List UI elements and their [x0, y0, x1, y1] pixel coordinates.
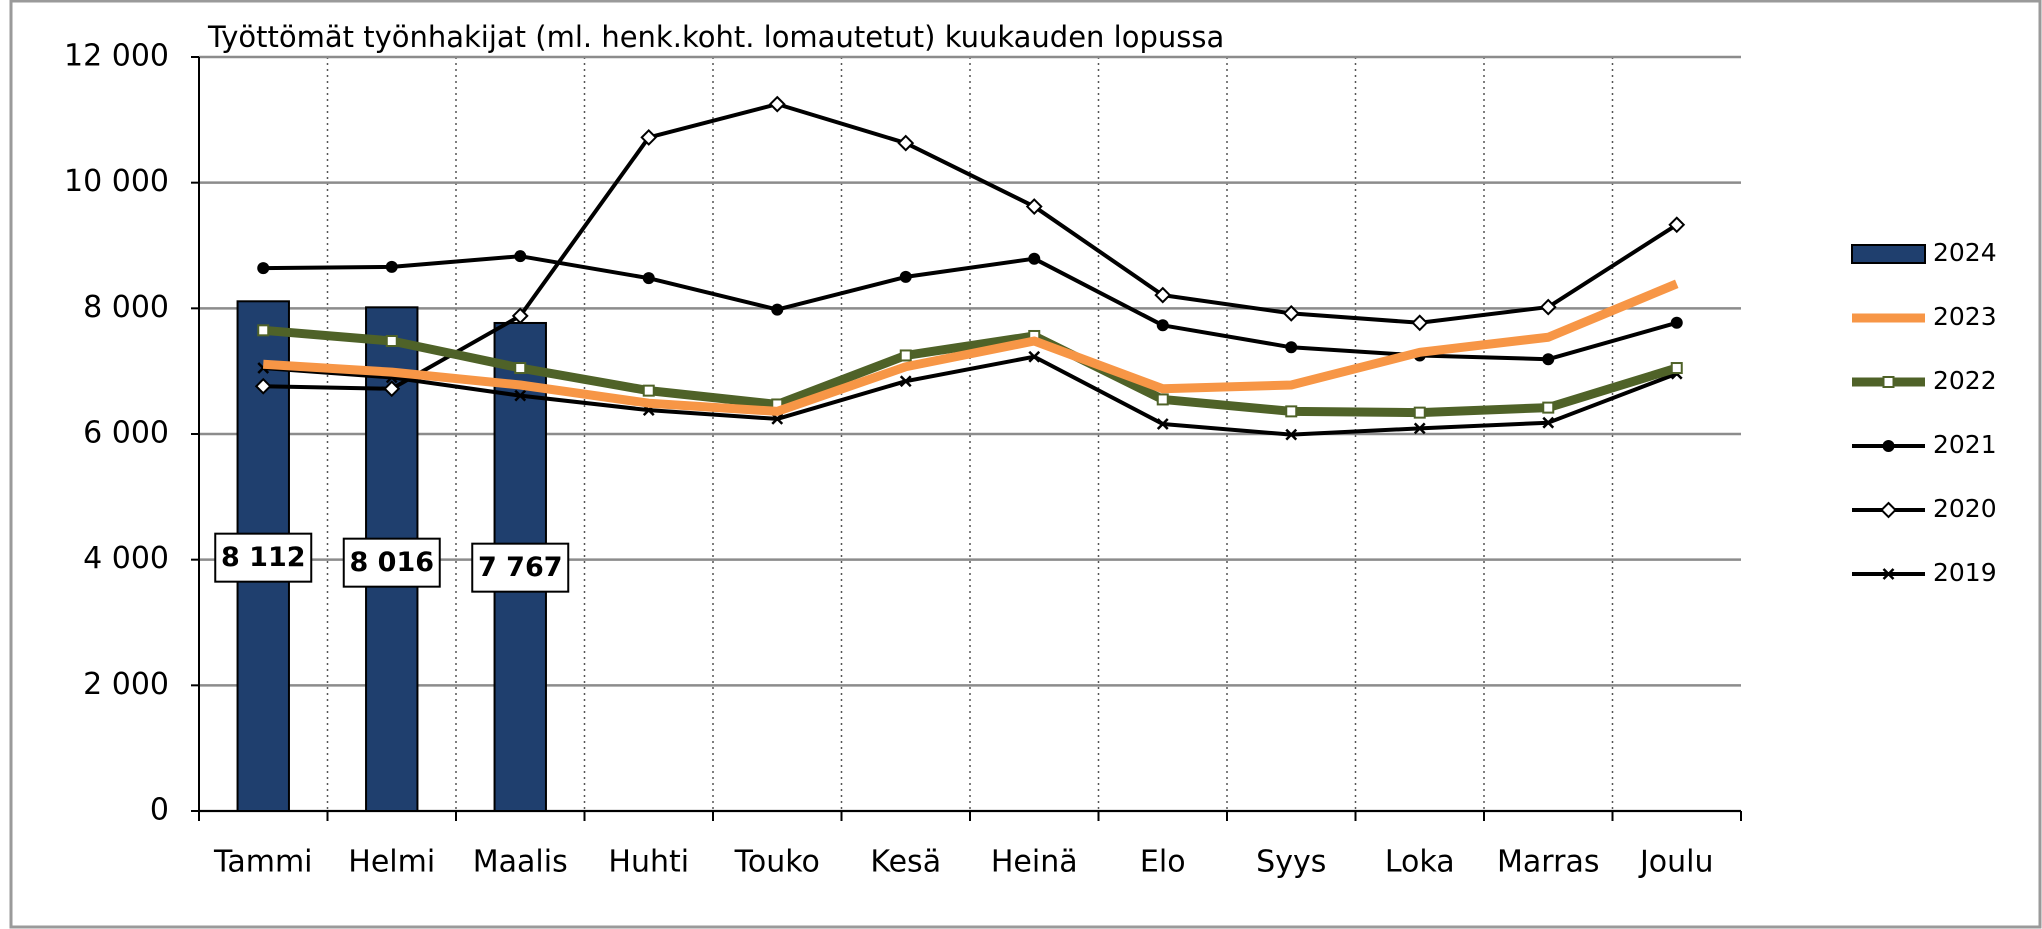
- legend-label: 2022: [1933, 366, 1997, 395]
- point: [385, 335, 398, 348]
- y-tick-label: 10 000: [64, 164, 169, 199]
- point: [771, 303, 784, 316]
- legend-label: 2023: [1933, 302, 1997, 331]
- point: [1542, 353, 1555, 366]
- point: [514, 362, 527, 375]
- point: [1542, 401, 1555, 414]
- y-tick-label: 0: [150, 793, 169, 828]
- y-tick-label: 4 000: [83, 541, 169, 576]
- point: [1413, 422, 1426, 435]
- legend-swatch: [1851, 244, 1926, 264]
- x-tick-label: Kesä: [870, 845, 941, 880]
- value-label-text: 7 767: [478, 552, 563, 583]
- x-tick-label: Heinä: [991, 845, 1078, 880]
- point: [1539, 298, 1557, 316]
- point: [254, 377, 272, 395]
- point: [1285, 341, 1298, 354]
- value-label-text: 8 016: [349, 547, 434, 578]
- point: [1154, 286, 1172, 304]
- point: [1282, 304, 1300, 322]
- chart-frame: [9, 0, 2042, 929]
- point: [1028, 252, 1041, 265]
- value-label: 8 112: [214, 532, 313, 583]
- value-label-box: [342, 537, 441, 588]
- point: [1411, 314, 1429, 332]
- point: [511, 307, 529, 325]
- point: [642, 384, 655, 397]
- legend-label: 2021: [1933, 430, 1997, 459]
- point: [1156, 418, 1169, 430]
- point: [1668, 216, 1686, 234]
- point: [514, 250, 527, 263]
- point: [1028, 350, 1041, 363]
- value-label-box: [214, 532, 313, 583]
- value-label-box: [471, 542, 570, 593]
- point: [1025, 198, 1043, 215]
- chart-title: Työttömät työnhakijat (ml. henk.koht. lo…: [207, 20, 1224, 54]
- x-tick-label: Huhti: [608, 845, 689, 880]
- point: [1156, 319, 1169, 332]
- y-tick-label: 6 000: [83, 416, 169, 451]
- point: [899, 349, 912, 362]
- point: [514, 389, 527, 402]
- point: [899, 270, 912, 283]
- legend-label: 2020: [1933, 494, 1997, 523]
- line: [262, 325, 1679, 418]
- legend-marker: [1882, 568, 1895, 580]
- y-tick-label: 8 000: [83, 290, 169, 325]
- point: [257, 324, 270, 337]
- point: [1285, 405, 1298, 418]
- line: [262, 279, 1679, 416]
- point: [385, 260, 398, 273]
- point: [1542, 416, 1555, 429]
- legend-label: 2024: [1933, 238, 1997, 267]
- line: [263, 102, 1678, 391]
- x-tick-label: Joulu: [1638, 845, 1714, 880]
- x-tick-label: Marras: [1497, 845, 1599, 880]
- y-tick-label: 2 000: [83, 667, 169, 702]
- x-tick-label: Syys: [1256, 845, 1326, 880]
- point: [640, 129, 658, 146]
- point: [1413, 406, 1426, 419]
- legend-marker: [1880, 501, 1897, 519]
- point: [1670, 362, 1683, 375]
- point: [1156, 393, 1169, 406]
- point: [768, 95, 786, 113]
- point: [899, 375, 912, 388]
- line: [263, 354, 1678, 437]
- point: [642, 272, 655, 285]
- point: [1285, 428, 1298, 441]
- x-tick-label: Elo: [1140, 845, 1186, 880]
- value-label: 7 767: [471, 542, 570, 593]
- point: [257, 262, 270, 275]
- line: [263, 254, 1678, 362]
- x-tick-label: Loka: [1385, 845, 1455, 880]
- y-tick-label: 12 000: [64, 39, 169, 74]
- legend-marker: [1882, 440, 1895, 452]
- x-tick-label: Tammi: [213, 845, 313, 880]
- point: [897, 134, 915, 152]
- x-tick-label: Maalis: [473, 845, 568, 880]
- value-label: 8 016: [342, 537, 441, 588]
- x-tick-label: Helmi: [348, 845, 435, 880]
- point: [383, 380, 401, 398]
- x-tick-label: Touko: [734, 845, 820, 880]
- value-label-text: 8 112: [221, 542, 306, 573]
- legend-label: 2019: [1933, 558, 1997, 587]
- legend-marker: [1882, 376, 1895, 388]
- point: [1670, 316, 1683, 329]
